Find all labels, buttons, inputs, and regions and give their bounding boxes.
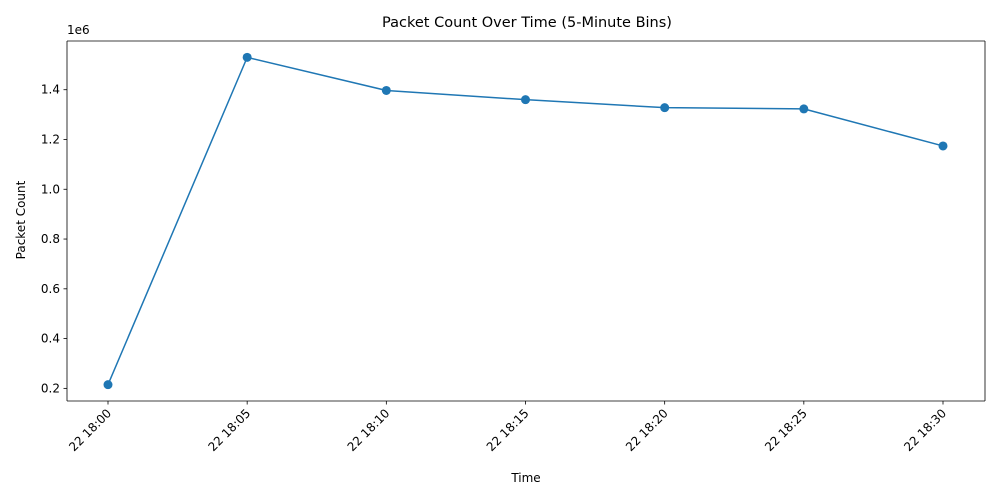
y-tick-label: 0.2 (41, 381, 60, 395)
y-tick-label: 1.0 (41, 182, 60, 196)
y-tick-label: 0.4 (41, 332, 60, 346)
data-point (381, 85, 391, 95)
y-axis-label: Packet Count (14, 180, 28, 259)
chart-title: Packet Count Over Time (5-Minute Bins) (382, 15, 672, 31)
data-point (938, 141, 948, 151)
data-point (103, 380, 113, 390)
data-point (799, 104, 809, 114)
data-point (660, 103, 670, 113)
x-axis-label: Time (510, 471, 540, 485)
data-point (521, 95, 530, 105)
y-offset-label: 1e6 (67, 23, 90, 37)
y-tick-label: 0.8 (41, 232, 60, 246)
y-tick-label: 0.6 (41, 282, 60, 296)
data-point (242, 52, 252, 62)
y-tick-label: 1.4 (41, 83, 60, 97)
y-tick-label: 1.2 (41, 132, 60, 146)
